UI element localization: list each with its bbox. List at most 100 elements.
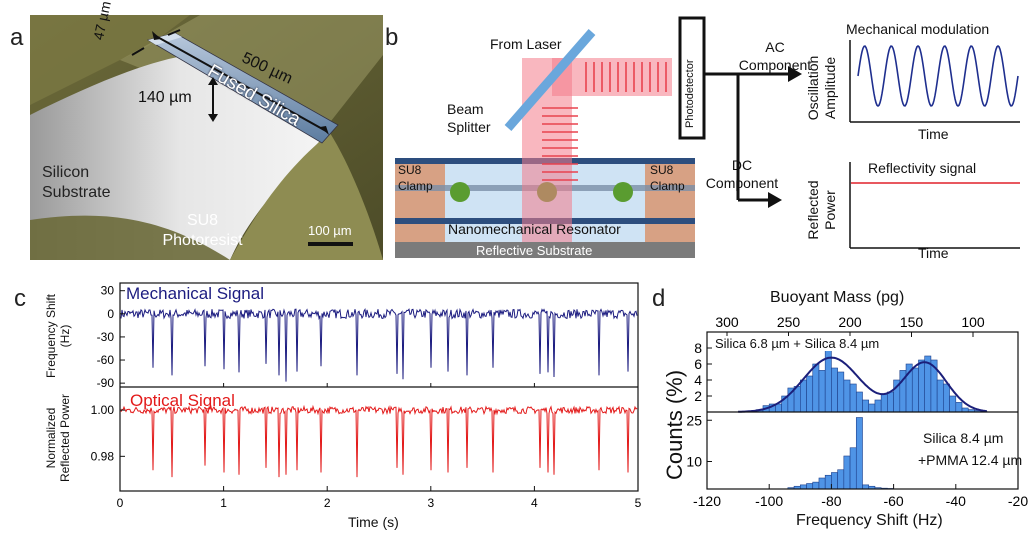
plot-frame [706, 331, 1019, 490]
x-tick-label: -40 [946, 493, 966, 509]
top-axis-tick-label: 300 [715, 314, 739, 330]
annotation-bottom-1: Silica 8.4 µm [923, 430, 1004, 446]
clamp-left-label: SU8 Clamp [398, 163, 433, 193]
x-tick-label: 5 [635, 496, 642, 510]
top-axis-tick-label: 250 [777, 314, 801, 330]
particle [613, 182, 633, 202]
mini-plot-top-xlabel: Time [918, 126, 949, 142]
mini-plot-top-title: Mechanical modulation [846, 21, 990, 37]
histogram-bar-top [874, 399, 882, 413]
arrow-dc [768, 192, 782, 208]
histogram-bar-top [806, 375, 814, 413]
histogram-bar-bottom [812, 481, 820, 490]
photodetector-label: Photodetector [684, 59, 696, 129]
dc-component-label: DC Component [705, 157, 779, 191]
histogram-bar-bottom [824, 474, 832, 490]
beam-splitter [504, 29, 596, 131]
mini-plot-bottom-title: Reflectivity signal [868, 160, 977, 176]
gaussian-fit-curve [738, 356, 988, 413]
series-label-optical: Optical Signal [130, 391, 235, 410]
sem-micrograph [30, 15, 383, 260]
panel-label-c: c [14, 285, 26, 312]
y-tick-label: 8 [694, 340, 702, 356]
histogram-bar-top [793, 386, 801, 413]
scale-bar [308, 242, 353, 246]
setup-diagram [395, 16, 802, 258]
mini-plot-top-ylabel: Oscillation Amplitude [805, 55, 838, 121]
ac-component-label: AC Component [738, 39, 812, 73]
x-tick-label: -100 [755, 493, 783, 509]
y-tick-label: 2 [694, 388, 702, 404]
bottom-ylabel: Normalized Reflected Power [44, 393, 72, 483]
top-axis-tick-label: 150 [900, 314, 924, 330]
top-axis-label: Buoyant Mass (pg) [770, 289, 905, 306]
time-trace-chart: 30 0 -30 -60 -90 1.00 0.98 0 1 2 3 4 5 [91, 282, 642, 510]
x-tick-label: 2 [324, 496, 331, 510]
histogram-bar-top [868, 403, 876, 413]
optical-trace [120, 404, 638, 478]
x-tick-label: -80 [821, 493, 841, 509]
y-tick-label: 30 [101, 284, 115, 298]
top-axis-tick-label: 100 [961, 314, 985, 330]
histogram-bar-bottom [849, 447, 857, 490]
series-label-mechanical: Mechanical Signal [126, 284, 264, 303]
histogram-bar-top [887, 391, 894, 413]
histogram-bar-top [955, 402, 963, 413]
histogram-bar-top [911, 367, 919, 413]
y-tick-label: 4 [694, 372, 702, 388]
top-ylabel: Frequency Shift (Hz) [44, 293, 72, 379]
histogram-bar-top [831, 367, 838, 413]
reflective-substrate-label: Reflective Substrate [476, 243, 593, 258]
y-tick-label: 0 [107, 307, 114, 321]
y-tick-label: -30 [97, 330, 115, 344]
histogram-bar-top [843, 379, 851, 413]
mini-plot-bottom-xlabel: Time [918, 245, 949, 261]
y-tick-label: -60 [97, 353, 115, 367]
histogram-bar-bottom [818, 477, 826, 490]
histogram-bar-top [949, 395, 957, 413]
histogram-bar-top [849, 383, 857, 413]
clamp-left [395, 158, 445, 242]
y-tick-label: 0.98 [91, 449, 115, 463]
y-tick-label: -90 [97, 376, 115, 390]
top-axis-tick-label: 200 [838, 314, 862, 330]
particle [450, 182, 470, 202]
beam-splitter-label: Beam Splitter [447, 101, 491, 135]
histogram-bar-top [936, 379, 944, 413]
resonator-label: Nanomechanical Resonator [448, 221, 621, 237]
x-tick-label: -20 [1008, 493, 1028, 509]
photoresist-label: SU8 Photoresist [162, 212, 243, 249]
substrate-label: Silicon Substrate [42, 164, 111, 201]
annotation-bottom-2: +PMMA 12.4 µm [918, 452, 1023, 468]
histogram-bar-top [943, 383, 950, 413]
histogram-bar-bottom [862, 484, 870, 490]
clamp-right-label: SU8 Clamp [650, 163, 685, 193]
histogram-bar-top [880, 394, 888, 413]
x-tick-label: 0 [117, 496, 124, 510]
histogram-bar-top [862, 399, 870, 413]
histogram-bar-bottom [837, 469, 845, 490]
arrow-ac [788, 66, 802, 82]
height-label: 140 µm [138, 89, 192, 106]
histogram-bar-bottom [800, 484, 807, 490]
xlabel-time: Time (s) [348, 514, 399, 530]
histogram-bar-top [855, 391, 863, 413]
xlabel-frequency: Frequency Shift (Hz) [796, 512, 943, 529]
histogram-bar-top [800, 379, 807, 413]
histogram-bar-top [837, 371, 845, 413]
photodetector [678, 16, 706, 140]
oscillation-trace [857, 44, 1019, 108]
laser-beam-horizontal [552, 58, 672, 96]
histogram-bar-top [812, 363, 820, 413]
panel-label-b: b [385, 24, 399, 51]
histogram-bar-top [918, 359, 926, 413]
x-tick-label: -120 [693, 493, 721, 509]
y-tick-label: 25 [686, 412, 702, 428]
mechanical-trace [120, 307, 638, 382]
histogram-bar-top [818, 370, 826, 413]
x-tick-label: -60 [883, 493, 903, 509]
panel-label-a: a [10, 24, 24, 51]
panel-label-d: d [652, 285, 666, 312]
y-tick-label: 6 [694, 356, 702, 372]
